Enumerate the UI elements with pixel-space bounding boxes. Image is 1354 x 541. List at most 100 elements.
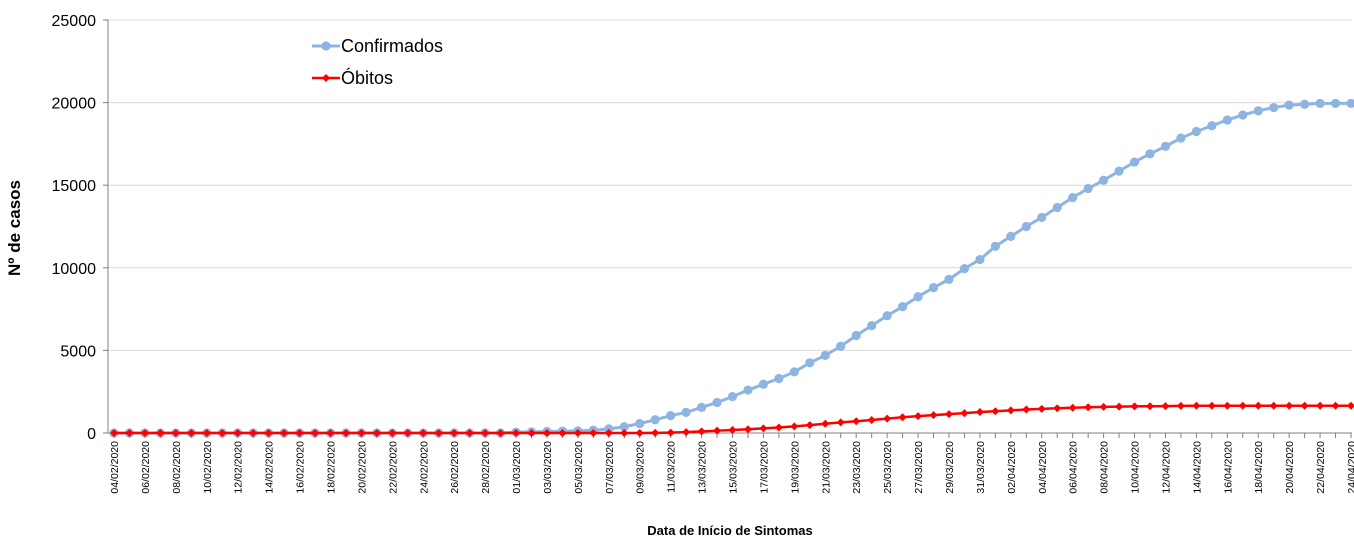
data-point: [882, 311, 892, 321]
data-point: [990, 241, 1000, 251]
data-point: [1238, 401, 1247, 410]
data-point: [589, 429, 598, 437]
x-axis-title: Data de Início de Sintomas: [647, 523, 812, 538]
data-point: [1037, 212, 1047, 223]
data-point: [1176, 401, 1185, 410]
data-point: [944, 274, 954, 284]
data-point: [914, 412, 923, 421]
y-tick-label: 10000: [52, 261, 97, 278]
data-point: [1192, 401, 1201, 410]
data-point: [1207, 121, 1217, 131]
data-point: [125, 429, 134, 437]
legend-item: Confirmados: [312, 36, 443, 56]
data-point: [465, 429, 474, 437]
data-point: [1253, 106, 1263, 116]
data-point: [1330, 98, 1341, 109]
data-point: [496, 429, 505, 437]
data-point: [1176, 133, 1186, 143]
x-tick-label: 26/02/2020: [449, 441, 461, 494]
data-point: [512, 429, 521, 437]
data-point: [913, 292, 923, 302]
data-point: [712, 397, 722, 408]
data-point: [1006, 231, 1016, 242]
data-point: [372, 429, 381, 437]
data-point: [403, 429, 412, 437]
data-point: [481, 429, 490, 437]
data-point: [1115, 402, 1124, 411]
data-point: [542, 429, 551, 437]
x-tick-label: 28/02/2020: [480, 441, 492, 494]
x-tick-label: 17/03/2020: [758, 441, 770, 494]
data-point: [867, 415, 876, 424]
data-point: [1254, 401, 1263, 410]
x-tick-label: 29/03/2020: [944, 441, 956, 494]
data-point: [1006, 406, 1015, 415]
data-point: [1315, 98, 1325, 109]
y-tick-label: 15000: [52, 178, 97, 195]
y-tick-label: 20000: [52, 96, 97, 113]
data-point: [1084, 403, 1093, 412]
data-point: [450, 429, 459, 437]
data-point: [295, 429, 304, 437]
data-point: [991, 407, 1000, 416]
data-point: [140, 429, 149, 437]
data-point: [156, 429, 165, 437]
x-tick-label: 31/03/2020: [975, 441, 987, 494]
x-tick-label: 25/03/2020: [882, 441, 894, 494]
data-point: [1238, 110, 1248, 120]
x-tick-label: 27/03/2020: [913, 441, 925, 494]
data-point: [233, 429, 242, 437]
x-tick-label: 06/04/2020: [1068, 441, 1080, 494]
data-point: [280, 429, 289, 437]
data-point: [419, 429, 428, 437]
data-point: [959, 264, 970, 274]
legend-swatch-marker: [321, 41, 331, 51]
data-point: [867, 321, 877, 331]
data-point: [527, 429, 536, 437]
data-point: [944, 410, 953, 419]
data-point: [604, 424, 614, 434]
data-point: [1068, 403, 1077, 412]
legend: Confirmados Óbitos: [312, 36, 443, 88]
data-point: [836, 341, 846, 351]
y-axis-title: Nº de casos: [5, 180, 24, 276]
data-point: [1347, 401, 1354, 410]
data-point: [434, 429, 443, 437]
data-point: [697, 427, 706, 436]
data-point: [1160, 141, 1171, 151]
data-point: [682, 428, 691, 437]
data-point: [1114, 166, 1124, 176]
data-point: [620, 429, 629, 437]
data-point: [110, 429, 118, 437]
data-point: [1099, 402, 1108, 411]
data-point: [1037, 404, 1046, 413]
x-tick-label: 07/03/2020: [604, 441, 616, 494]
data-point: [774, 423, 783, 432]
x-tick-label: 20/02/2020: [356, 441, 368, 494]
data-point: [758, 379, 769, 389]
legend-label: Óbitos: [341, 67, 393, 88]
data-point: [852, 417, 861, 426]
data-point: [1284, 100, 1294, 110]
data-point: [743, 425, 752, 434]
legend-label: Confirmados: [341, 36, 443, 56]
data-point: [975, 254, 985, 265]
x-tick-label: 01/03/2020: [511, 441, 523, 494]
data-point: [651, 428, 660, 437]
data-point: [1300, 99, 1310, 109]
data-point: [1145, 402, 1154, 411]
data-point: [790, 422, 799, 431]
data-point: [1222, 115, 1232, 125]
x-tick-label: 11/03/2020: [666, 441, 678, 493]
data-point: [619, 422, 629, 432]
x-tick-label: 22/02/2020: [387, 441, 399, 494]
data-point: [728, 426, 737, 435]
data-point: [326, 429, 335, 437]
x-tick-label: 15/03/2020: [728, 441, 740, 494]
data-point: [1053, 404, 1062, 413]
data-point: [1269, 401, 1278, 410]
x-tick-label: 24/02/2020: [418, 441, 430, 494]
data-point: [666, 411, 676, 421]
data-point: [558, 429, 567, 437]
